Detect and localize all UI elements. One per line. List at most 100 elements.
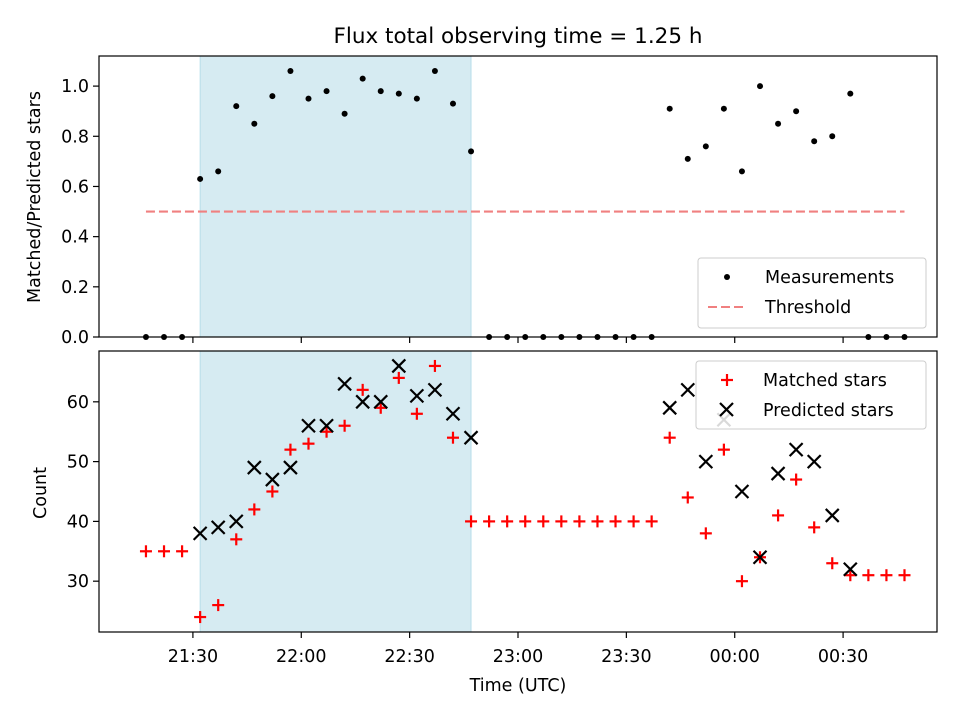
measurements-point (341, 110, 348, 117)
measurements-point (269, 93, 276, 100)
matched-stars-point (645, 515, 658, 528)
measurements-point (449, 100, 456, 107)
predicted-stars-point (409, 388, 425, 404)
predicted-stars-point (319, 418, 334, 434)
measurements-point (793, 108, 800, 115)
measurements-point (829, 133, 836, 140)
legend-marker-measurements (724, 274, 730, 280)
matched-stars-point (410, 407, 423, 420)
measurements-point (377, 88, 384, 95)
bottom-x-tick-label: 00:00 (710, 647, 760, 667)
top-y-tick-label: 0.2 (61, 278, 89, 298)
matched-stars-point (483, 515, 496, 528)
legend-marker-matched-stars (721, 374, 733, 386)
measurements-point (702, 143, 709, 150)
measurements-point (847, 90, 854, 97)
predicted-stars-point (301, 418, 316, 434)
bottom-x-tick-label: 23:00 (493, 647, 543, 667)
predicted-stars-point (337, 376, 352, 392)
measurements-point (215, 168, 222, 175)
measurements-point (395, 90, 402, 97)
predicted-stars-point (228, 514, 244, 529)
predicted-stars-point (680, 382, 696, 398)
bottom-y-ticks: 30 40 50 60 (67, 393, 99, 592)
bottom-y-tick-label: 60 (67, 393, 89, 413)
matched-stars-point (194, 611, 207, 624)
matched-stars-point (663, 431, 676, 444)
matched-stars-point (844, 569, 857, 582)
matched-stars-point (374, 401, 387, 414)
matched-stars-point (735, 575, 748, 588)
predicted-stars-point (463, 430, 479, 445)
top-panel: 0.0 0.2 0.4 0.6 0.8 1.0 Matched/Predicted sta… (25, 55, 938, 348)
bottom-y-tick-label: 50 (67, 453, 89, 473)
legend-label-predicted-stars: Predicted stars (763, 401, 894, 421)
measurements-point (468, 148, 475, 155)
matched-stars-point (284, 443, 297, 456)
bottom-y-tick-label: 30 (67, 572, 89, 592)
matched-stars-point (320, 425, 333, 438)
bottom-y-tick-label: 40 (67, 512, 89, 532)
measurements-point (197, 175, 204, 182)
top-legend: Measurements Threshold (697, 257, 927, 329)
measurements-point (305, 95, 312, 102)
matched-stars-point (230, 533, 243, 546)
top-y-ticks: 0.0 0.2 0.4 0.6 0.8 1.0 (61, 77, 99, 348)
bottom-legend: Matched stars Predicted stars (695, 360, 927, 430)
predicted-stars-point (662, 400, 677, 416)
measurements-point (757, 83, 764, 90)
top-plot-area (98, 55, 938, 340)
bottom-legend-box (695, 360, 927, 430)
matched-stars-point (880, 569, 893, 582)
predicted-stars-point (391, 358, 407, 374)
matched-stars-point (772, 509, 785, 522)
predicted-stars-point (824, 508, 840, 523)
matched-stars-point (537, 515, 550, 528)
matched-stars-point (573, 515, 586, 528)
predicted-stars-point (770, 466, 786, 481)
matched-stars-point (501, 515, 514, 528)
predicted-stars-point (247, 460, 262, 475)
bottom-y-axis-label: Count (31, 467, 51, 519)
predicted-stars-point (698, 454, 714, 469)
top-y-tick-label: 0.4 (61, 228, 89, 248)
top-legend-box (697, 257, 927, 329)
top-y-axis-label: Matched/Predicted stars (25, 91, 45, 303)
predicted-stars-point (843, 561, 858, 577)
matched-stars-point (338, 419, 351, 432)
bottom-x-tick-label: 00:30 (818, 647, 868, 667)
legend-marker-predicted-stars (719, 402, 734, 417)
top-y-tick-label: 0.6 (61, 177, 89, 197)
matched-stars-point (465, 515, 478, 528)
predicted-stars-point (210, 520, 226, 535)
predicted-stars-point (283, 460, 298, 475)
chart-title: Flux total observing time = 1.25 h (334, 24, 703, 49)
measurements-point (775, 120, 782, 127)
measurements-point (287, 68, 294, 75)
top-x-ticks (192, 337, 844, 343)
matched-stars-point (627, 515, 640, 528)
measurements-point (431, 68, 438, 75)
measurements-point (666, 105, 673, 112)
matched-stars-point (862, 569, 875, 582)
matched-stars-point (428, 359, 441, 372)
legend-label-matched-stars: Matched stars (763, 371, 887, 391)
matched-stars-point (826, 557, 839, 570)
matched-stars-point (158, 545, 171, 558)
matched-stars-point (790, 473, 803, 486)
matched-stars-point (248, 503, 261, 516)
bottom-x-tick-label: 22:30 (384, 647, 434, 667)
matched-stars-point (555, 515, 568, 528)
matched-stars-point (699, 527, 712, 540)
matched-stars-point (591, 515, 604, 528)
bottom-panel: 30 40 50 60 21:30 22:00 22:30 23:00 23:30 00:00 0… (31, 350, 938, 696)
bottom-x-tick-label: 21:30 (168, 647, 218, 667)
top-y-tick-label: 1.0 (61, 77, 89, 97)
predicted-stars-point (192, 526, 208, 541)
matched-stars-point (212, 599, 225, 612)
matched-stars-point (898, 569, 911, 582)
measurements-point (811, 138, 818, 145)
measurements-point (323, 88, 330, 95)
bottom-shaded-interval (199, 350, 472, 633)
measurements-point (738, 168, 745, 175)
